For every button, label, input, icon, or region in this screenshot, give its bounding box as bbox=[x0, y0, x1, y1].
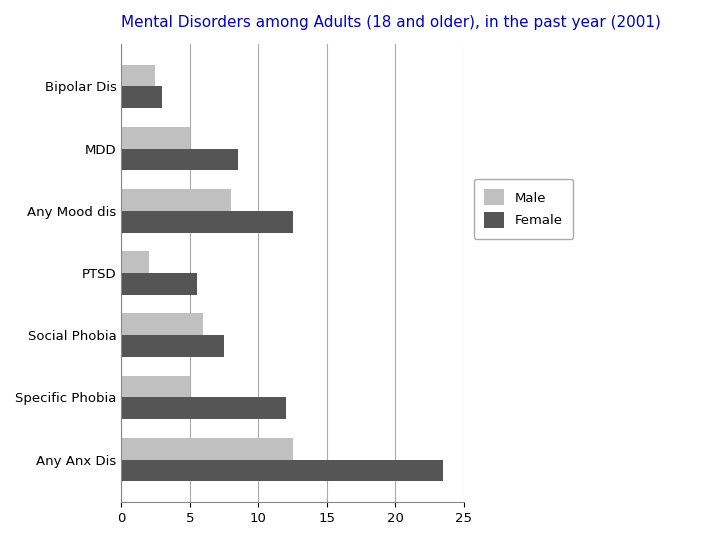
Bar bbox=[121, 251, 148, 273]
Bar bbox=[121, 148, 238, 170]
Bar bbox=[121, 438, 292, 460]
Bar bbox=[121, 460, 444, 482]
Bar bbox=[121, 211, 292, 233]
Bar bbox=[121, 335, 224, 357]
Bar bbox=[121, 127, 190, 148]
Bar bbox=[121, 397, 286, 419]
Bar bbox=[121, 189, 231, 211]
Bar bbox=[121, 376, 190, 397]
Bar bbox=[121, 64, 156, 86]
Legend: Male, Female: Male, Female bbox=[474, 179, 573, 239]
Bar bbox=[121, 273, 197, 295]
Bar bbox=[121, 86, 162, 108]
Text: Mental Disorders among Adults (18 and older), in the past year (2001): Mental Disorders among Adults (18 and ol… bbox=[121, 15, 661, 30]
Bar bbox=[121, 313, 204, 335]
